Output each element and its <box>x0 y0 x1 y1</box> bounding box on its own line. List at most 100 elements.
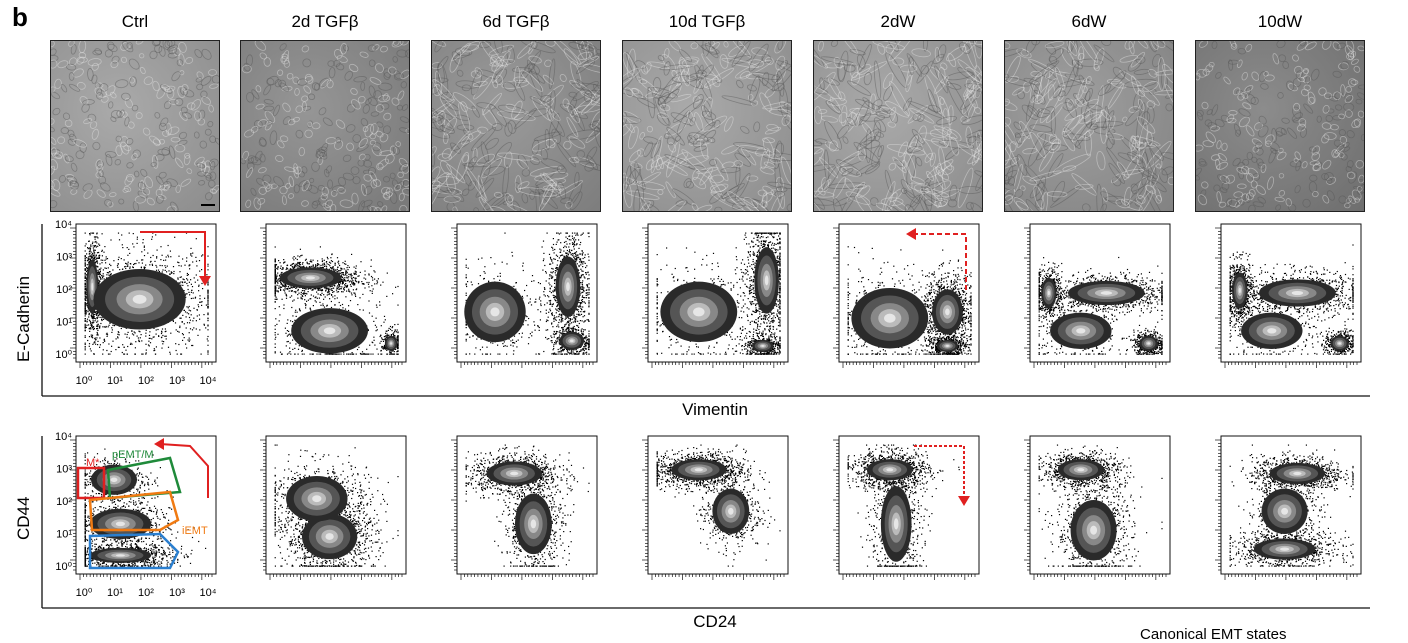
event-dot <box>98 284 99 285</box>
event-dot <box>153 551 154 552</box>
event-dot <box>191 284 192 285</box>
event-dot <box>168 245 169 246</box>
event-dot <box>185 281 186 282</box>
event-dot <box>85 552 86 553</box>
event-dot <box>104 341 105 342</box>
event-dot <box>85 330 86 331</box>
event-dot <box>101 251 102 252</box>
event-dot <box>179 332 180 333</box>
event-dot <box>178 344 179 345</box>
event-dot <box>100 274 101 275</box>
event-dot <box>118 233 119 234</box>
event-dot <box>90 328 91 329</box>
event-dot <box>166 271 167 272</box>
event-dot <box>190 328 191 329</box>
event-dot <box>89 233 90 234</box>
event-dot <box>92 325 93 326</box>
event-dot <box>207 266 208 267</box>
event-dot <box>102 255 103 256</box>
event-dot <box>185 344 186 345</box>
event-dot <box>176 329 177 330</box>
event-dot <box>161 558 162 559</box>
event-dot <box>197 315 198 316</box>
event-dot <box>179 271 180 272</box>
event-dot <box>192 253 193 254</box>
event-dot <box>99 245 100 246</box>
event-dot <box>103 252 104 253</box>
event-dot <box>118 259 119 260</box>
event-dot <box>199 295 200 296</box>
event-dot <box>154 350 155 351</box>
event-dot <box>158 538 159 539</box>
event-dot <box>108 566 109 567</box>
event-dot <box>156 547 157 548</box>
event-dot <box>187 275 188 276</box>
event-dot <box>108 275 109 276</box>
event-dot <box>111 346 112 347</box>
event-dot <box>148 341 149 342</box>
event-dot <box>158 561 159 562</box>
event-dot <box>104 260 105 261</box>
event-dot <box>162 269 163 270</box>
event-dot <box>129 338 130 339</box>
event-dot <box>104 267 105 268</box>
event-dot <box>124 347 125 348</box>
event-dot <box>140 548 141 549</box>
event-dot <box>116 338 117 339</box>
event-dot <box>153 559 154 560</box>
event-dot <box>207 297 208 298</box>
event-dot <box>141 549 142 550</box>
event-dot <box>116 566 117 567</box>
event-dot <box>180 566 181 567</box>
event-dot <box>173 266 174 267</box>
event-dot <box>151 554 152 555</box>
event-dot <box>132 266 133 267</box>
event-dot <box>197 335 198 336</box>
event-dot <box>94 342 95 343</box>
event-dot <box>154 336 155 337</box>
event-dot <box>89 256 90 257</box>
event-dot <box>146 350 147 351</box>
event-dot <box>92 560 93 561</box>
event-dot <box>117 334 118 335</box>
event-dot <box>196 238 197 239</box>
event-dot <box>87 264 88 265</box>
event-dot <box>158 270 159 271</box>
event-dot <box>193 318 194 319</box>
event-dot <box>191 290 192 291</box>
event-dot <box>114 325 115 326</box>
event-dot <box>93 317 94 318</box>
event-dot <box>100 277 101 278</box>
event-dot <box>89 314 90 315</box>
event-dot <box>94 546 95 547</box>
event-dot <box>96 242 97 243</box>
event-dot <box>103 276 104 277</box>
event-dot <box>95 320 96 321</box>
event-dot <box>186 278 187 279</box>
event-dot <box>102 233 103 234</box>
event-dot <box>144 249 145 250</box>
event-dot <box>182 321 183 322</box>
event-dot <box>98 566 99 567</box>
event-dot <box>207 296 208 297</box>
event-dot <box>156 554 157 555</box>
density-contour <box>91 283 93 291</box>
event-dot <box>152 265 153 266</box>
event-dot <box>207 352 208 353</box>
event-dot <box>151 562 152 563</box>
event-dot <box>165 270 166 271</box>
event-dot <box>182 340 183 341</box>
event-dot <box>85 266 86 267</box>
event-dot <box>180 354 181 355</box>
event-dot <box>103 566 104 567</box>
event-dot <box>94 544 95 545</box>
event-dot <box>131 563 132 564</box>
event-dot <box>151 564 152 565</box>
event-dot <box>189 338 190 339</box>
event-dot <box>85 233 86 234</box>
event-dot <box>126 263 127 264</box>
event-dot <box>207 345 208 346</box>
event-dot <box>97 263 98 264</box>
event-dot <box>201 305 202 306</box>
event-dot <box>182 285 183 286</box>
